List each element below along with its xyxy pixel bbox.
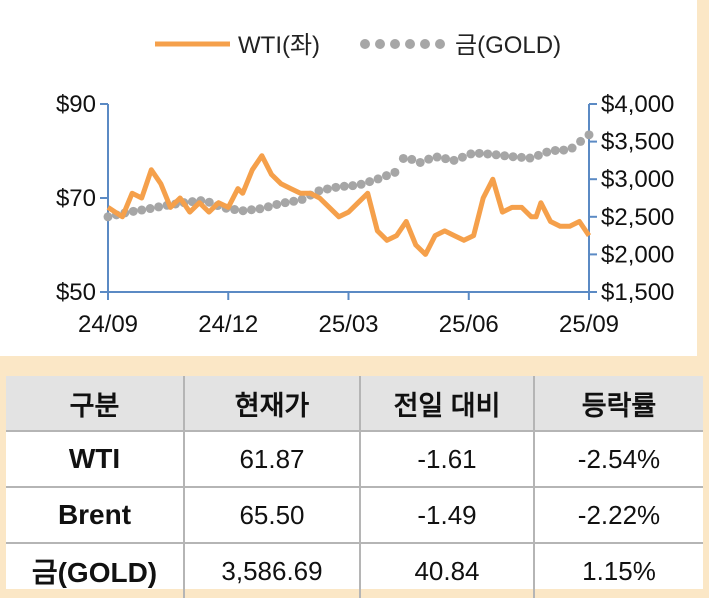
- row-rate: -2.54%: [533, 431, 703, 488]
- gold-point: [441, 154, 451, 164]
- gold-point: [255, 204, 265, 214]
- gold-point: [525, 153, 535, 163]
- gold-point: [154, 202, 164, 212]
- gold-point: [550, 145, 560, 155]
- gold-point: [483, 149, 493, 159]
- legend: WTI(좌) 금(GOLD): [155, 32, 561, 59]
- y-left-tick-label: $50: [56, 279, 96, 306]
- y-right-tick-label: $3,000: [601, 166, 674, 193]
- gold-point: [322, 184, 332, 194]
- legend-gold-dot: [360, 39, 370, 49]
- gold-point: [373, 174, 383, 184]
- legend-gold-dot: [375, 39, 385, 49]
- y-right-tick-label: $1,500: [601, 279, 674, 306]
- gold-point: [204, 197, 214, 207]
- gold-point: [381, 171, 391, 181]
- gold-point: [128, 206, 138, 216]
- legend-gold-swatch: [360, 39, 445, 49]
- table-header-row: 구분 현재가 전일 대비 등락률: [6, 376, 703, 432]
- x-tick-label: 25/06: [439, 311, 499, 338]
- gold-point: [339, 181, 349, 191]
- quote-table-panel: 구분 현재가 전일 대비 등락률 WTI 61.87 -1.61 -2.54% …: [6, 376, 703, 598]
- gold-point: [348, 181, 358, 191]
- y-right-tick-label: $2,500: [601, 204, 674, 231]
- y-left-tick-label: $90: [56, 91, 96, 118]
- gold-point: [314, 186, 324, 196]
- tick-labels: $90 $70 $50 $4,000 $3,500 $3,000 $2,500 $2,000 $…: [56, 91, 674, 338]
- gold-point: [398, 153, 408, 163]
- row-change: -1.61: [359, 431, 534, 488]
- header-price: 현재가: [183, 376, 360, 432]
- row-change: -1.49: [359, 487, 534, 544]
- gold-point: [331, 182, 341, 192]
- x-tick-label: 25/09: [559, 311, 619, 338]
- table-row: Brent 65.50 -1.49 -2.22%: [6, 487, 703, 544]
- gold-point: [390, 167, 400, 177]
- gold-point: [500, 151, 510, 161]
- table-row: 금(GOLD) 3,586.69 40.84 1.15%: [6, 543, 703, 598]
- gold-point: [103, 212, 113, 222]
- gold-point: [145, 204, 155, 214]
- gold-point: [584, 130, 594, 140]
- quote-table: 구분 현재가 전일 대비 등락률 WTI 61.87 -1.61 -2.54% …: [6, 376, 703, 598]
- gold-point: [449, 155, 459, 165]
- x-tick-label: 24/09: [78, 311, 138, 338]
- row-price: 61.87: [183, 431, 360, 488]
- gold-point: [576, 136, 586, 146]
- y-right-tick-label: $3,500: [601, 129, 674, 156]
- gold-point: [246, 205, 256, 215]
- header-rate: 등락률: [533, 376, 703, 432]
- gold-point: [297, 194, 307, 204]
- chart-panel: WTI(좌) 금(GOLD) $90 $70 $50 $4,000 $3,500 $3,0…: [0, 0, 697, 356]
- row-name: WTI: [6, 431, 184, 488]
- gold-point: [542, 147, 552, 157]
- legend-gold-dot: [390, 39, 400, 49]
- series-wti-line: [106, 153, 592, 257]
- gold-point: [432, 152, 442, 162]
- gold-point: [289, 196, 299, 206]
- gold-point: [491, 150, 501, 160]
- legend-gold-dot: [405, 39, 415, 49]
- gold-point: [567, 143, 577, 153]
- row-rate: -2.22%: [533, 487, 703, 544]
- legend-gold-dot: [420, 39, 430, 49]
- row-name: 금(GOLD): [31, 557, 158, 588]
- x-tick-label: 25/03: [318, 311, 378, 338]
- header-category: 구분: [6, 376, 184, 432]
- y-right-tick-label: $2,000: [601, 241, 674, 268]
- y-left-tick-label: $70: [56, 185, 96, 212]
- gold-point: [508, 152, 518, 162]
- gold-point: [424, 154, 434, 164]
- y-right-tick-label: $4,000: [601, 91, 674, 118]
- gold-point: [407, 154, 417, 164]
- gold-point: [365, 177, 375, 187]
- legend-gold-label: 금(GOLD): [455, 32, 561, 59]
- row-name: Brent: [6, 487, 184, 544]
- gold-point: [238, 206, 248, 216]
- gold-point: [474, 148, 484, 158]
- gold-point: [356, 179, 366, 189]
- row-rate: 1.15%: [533, 543, 703, 598]
- chart: WTI(좌) 금(GOLD) $90 $70 $50 $4,000 $3,500 $3,0…: [56, 32, 674, 338]
- gold-point: [263, 202, 273, 212]
- gold-point: [466, 149, 476, 159]
- gold-point: [457, 152, 467, 162]
- gold-point: [516, 152, 526, 162]
- gold-point: [533, 150, 543, 160]
- gold-point: [272, 199, 282, 209]
- gold-point: [415, 157, 425, 167]
- gold-point: [280, 198, 290, 208]
- legend-gold-dot: [435, 39, 445, 49]
- header-change: 전일 대비: [359, 376, 534, 432]
- row-price: 3,586.69: [183, 543, 360, 598]
- x-tick-label: 24/12: [198, 311, 258, 338]
- row-price: 65.50: [183, 487, 360, 544]
- gold-point: [230, 205, 240, 215]
- table-row: WTI 61.87 -1.61 -2.54%: [6, 431, 703, 488]
- row-change: 40.84: [359, 543, 534, 598]
- gold-point: [559, 145, 569, 155]
- legend-wti-label: WTI(좌): [238, 32, 320, 59]
- gold-point: [137, 205, 147, 215]
